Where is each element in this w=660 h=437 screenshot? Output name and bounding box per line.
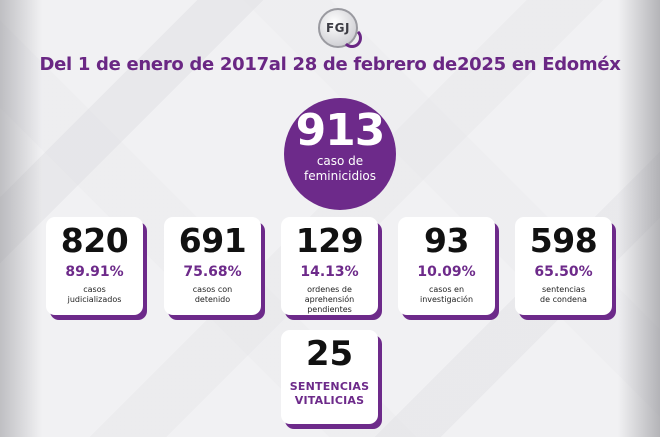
stat-percent: 75.68% (183, 264, 242, 280)
stat-percent: 65.50% (534, 264, 593, 280)
stat-percent: 89.91% (65, 264, 124, 280)
life-sentences-label-line2: VITALICIAS (294, 394, 365, 407)
background-edge-left (0, 0, 42, 437)
stat-label-line2: aprehensión pendientes (304, 295, 355, 314)
stat-value: 598 (529, 221, 598, 260)
stat-percent: 10.09% (417, 264, 476, 280)
life-sentences-value: 25 (305, 334, 354, 374)
hero-label-line2: feminicidios (303, 169, 377, 183)
stat-card-detenido: 691 75.68% casos con detenido (164, 217, 261, 315)
hero-label-line1: caso de (316, 154, 364, 168)
life-sentences-label-line1: SENTENCIAS (289, 380, 370, 393)
stat-percent: 14.13% (300, 264, 359, 280)
hero-total-circle: 913 caso de feminicidios (284, 98, 396, 210)
stat-card-condena: 598 65.50% sentencias de condena (515, 217, 612, 315)
stat-label-line2: investigación (419, 295, 474, 304)
stat-label-line1: casos con (192, 285, 233, 294)
page-title: Del 1 de enero de 2017al 28 de febrero d… (39, 54, 621, 75)
fgj-logo: FGJ (318, 8, 362, 48)
stat-label-line1: ordenes de (307, 285, 352, 294)
stat-card-judicializados: 820 89.91% casos judicializados (46, 217, 143, 315)
stat-value: 129 (295, 221, 364, 260)
stat-label-line2: judicializados (67, 295, 122, 304)
stat-card-investigacion: 93 10.09% casos en investigación (398, 217, 495, 315)
stat-label-line1: casos (83, 285, 106, 294)
stat-value: 691 (178, 221, 247, 260)
stat-label-line1: casos en (428, 285, 465, 294)
hero-total-value: 913 (295, 105, 386, 156)
stat-value: 820 (60, 221, 129, 260)
logo-swoosh-icon (342, 28, 362, 48)
stat-label-line2: detenido (194, 295, 231, 304)
background-edge-right (618, 0, 660, 437)
stat-label-line2: de condena (540, 295, 587, 304)
stat-card-aprehension: 129 14.13% ordenes de aprehensión pendie… (281, 217, 378, 315)
life-sentences-card: 25 SENTENCIAS VITALICIAS (281, 330, 378, 424)
stat-label-line1: sentencias (542, 285, 585, 294)
stat-value: 93 (424, 221, 469, 260)
